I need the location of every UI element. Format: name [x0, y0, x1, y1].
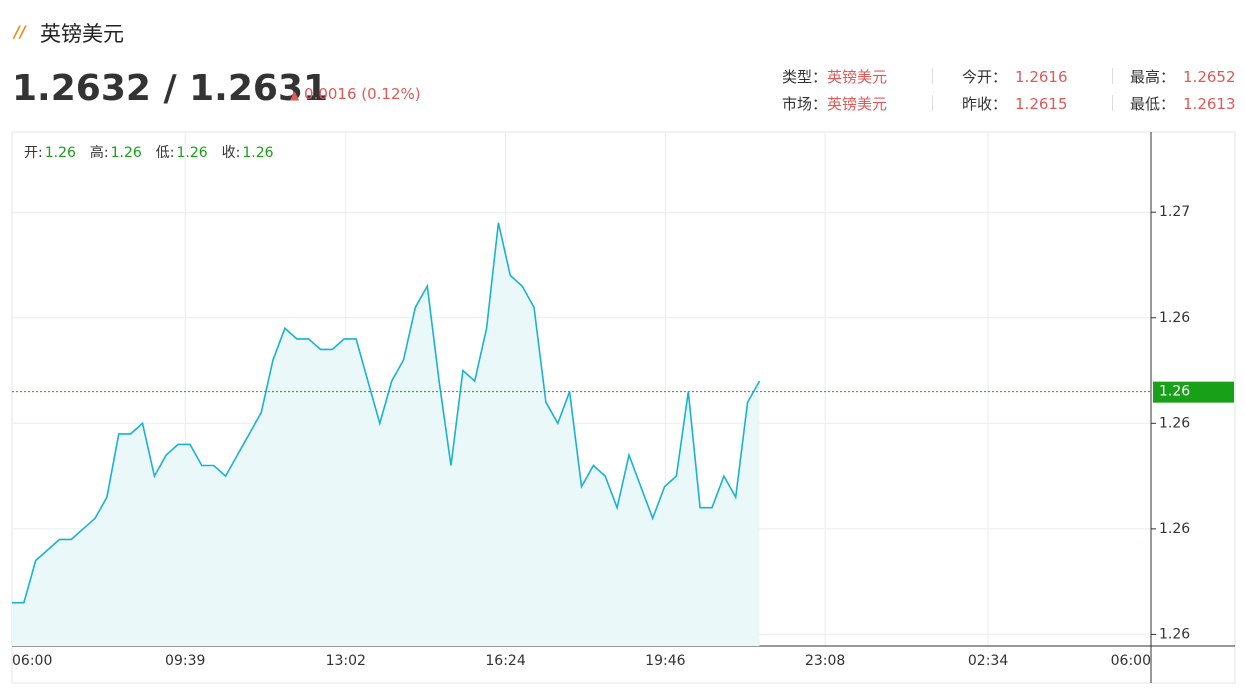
logo-icon: // — [14, 22, 26, 41]
change: ▲ 0.0016 (0.12%) — [290, 85, 421, 103]
info-label: 最高： — [1130, 68, 1176, 86]
y-tick-label: 1.26 — [1159, 521, 1190, 537]
ohlc-value: 1.26 — [111, 145, 142, 161]
x-tick-label: 06:00 — [12, 653, 52, 669]
separator — [932, 95, 933, 111]
ohlc-label: 收: — [222, 145, 241, 161]
ohlc-label: 低: — [156, 145, 175, 161]
info-item: 类型：英镑美元 — [782, 66, 887, 87]
ohlc-value: 1.26 — [242, 145, 273, 161]
ohlc-label: 开: — [24, 145, 43, 161]
info-label: 市场： — [782, 95, 828, 113]
ohlc-value: 1.26 — [177, 145, 208, 161]
info-item: 市场：英镑美元 — [782, 93, 887, 114]
separator — [932, 68, 933, 84]
y-tick-label: 1.26 — [1159, 415, 1190, 431]
x-tick-label: 13:02 — [326, 653, 366, 669]
last-price-label: 1.26 — [1159, 384, 1190, 400]
info-value: 英镑美元 — [827, 68, 888, 86]
info-item: 昨收： 1.2615 — [962, 93, 1068, 114]
info-value: 1.2613 — [1183, 95, 1236, 113]
x-tick-label: 23:08 — [805, 653, 845, 669]
info-label: 昨收： — [962, 95, 1008, 113]
separator — [1112, 68, 1113, 84]
up-arrow: ▲ — [290, 88, 300, 102]
line — [12, 222, 761, 604]
info-label: 最低： — [1130, 95, 1176, 113]
area — [12, 222, 760, 647]
ohlc-value: 1.26 — [45, 145, 76, 161]
x-tick-label: 19:46 — [645, 653, 685, 669]
y-tick-label: 1.27 — [1159, 204, 1190, 220]
chart-frame — [11, 131, 1236, 684]
info-item: 最高： 1.2652 — [1130, 66, 1236, 87]
y-tick-label: 1.26 — [1159, 626, 1190, 642]
y-tick-label: 1.26 — [1159, 310, 1190, 326]
x-tick-label: 16:24 — [485, 653, 525, 669]
info-value: 1.2652 — [1183, 68, 1236, 86]
change-value: 0.0016 (0.12%) — [304, 85, 421, 103]
info-item: 今开： 1.2616 — [962, 66, 1068, 87]
info-value: 1.2615 — [1015, 95, 1068, 113]
x-tick-label: 06:00 — [1111, 653, 1151, 669]
info-label: 类型： — [782, 68, 828, 86]
price: 1.2632 / 1.2631 — [12, 68, 329, 109]
last-price-box — [1153, 381, 1234, 403]
separator — [1112, 95, 1113, 111]
x-tick-label: 09:39 — [165, 653, 205, 669]
info-item: 最低： 1.2613 — [1130, 93, 1236, 114]
title: 英镑美元 — [40, 22, 124, 46]
info-value: 英镑美元 — [827, 95, 888, 113]
info-label: 今开： — [962, 68, 1008, 86]
x-tick-label: 02:34 — [968, 653, 1008, 669]
ohlc-label: 高: — [90, 144, 109, 161]
info-value: 1.2616 — [1015, 68, 1068, 86]
